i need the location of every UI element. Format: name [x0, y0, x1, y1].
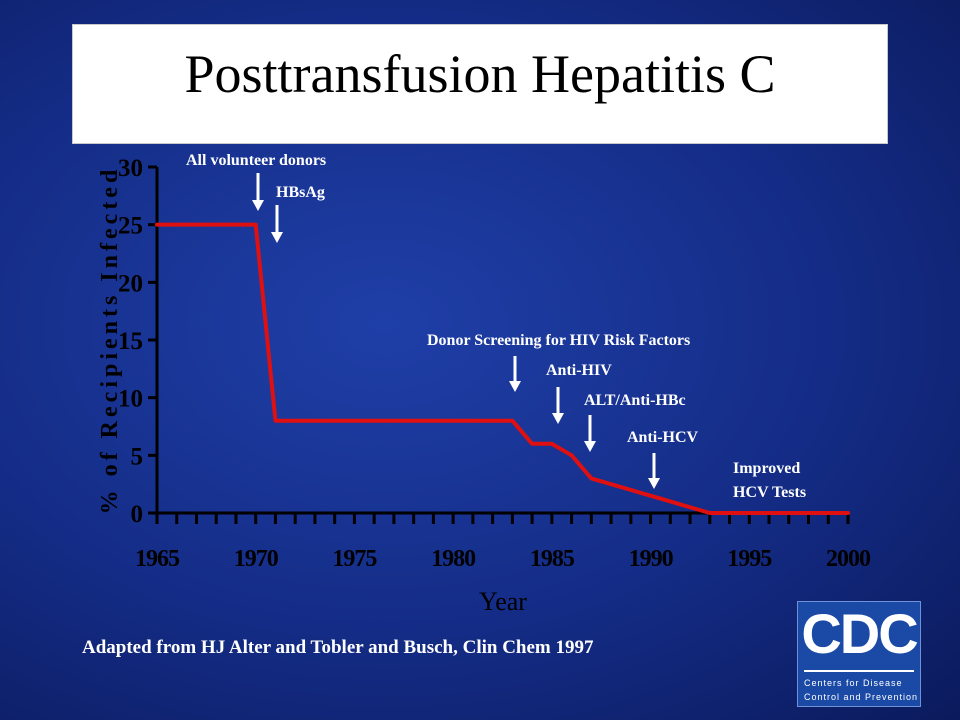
arrow-anti-hcv	[648, 453, 660, 489]
y-tick-label: 0	[131, 501, 144, 528]
arrow-head	[509, 381, 521, 392]
x-tick-label: 1995	[727, 546, 772, 572]
cdc-logo-rule	[804, 670, 914, 672]
annotation-improved-line1: Improved	[733, 460, 800, 477]
y-tick-label: 25	[118, 213, 143, 240]
arrow-all-volunteer-donors	[252, 173, 264, 211]
y-tick-label: 30	[118, 155, 143, 182]
x-tick-label: 1975	[332, 546, 377, 572]
arrow-head	[648, 478, 660, 489]
y-axis-label: % of Recipients Infected	[97, 166, 123, 515]
annotation-anti-hiv: Anti-HIV	[546, 362, 612, 379]
arrow-head	[271, 232, 283, 243]
cdc-logo-letters: CDC	[801, 602, 918, 665]
x-tick-label: 1970	[234, 546, 279, 572]
arrow-donor-screening-hiv	[509, 356, 521, 392]
cdc-logo: CDC Centers for Disease Control and Prev…	[797, 601, 921, 707]
annotation-alt-anti-hbc: ALT/Anti-HBc	[584, 392, 686, 409]
source-citation: Adapted from HJ Alter and Tobler and Bus…	[82, 637, 594, 658]
y-tick-label: 5	[131, 443, 144, 470]
y-tick-label: 15	[118, 328, 143, 355]
x-axis-label: Year	[479, 587, 527, 616]
annotation-donor-screening-hiv: Donor Screening for HIV Risk Factors	[427, 332, 690, 349]
arrow-head	[584, 441, 596, 452]
y-tick-label: 20	[118, 270, 143, 297]
arrow-anti-hiv	[552, 387, 564, 424]
annotation-all-volunteer-donors: All volunteer donors	[186, 152, 326, 169]
annotation-anti-hcv: Anti-HCV	[627, 429, 699, 446]
x-tick-label: 1980	[431, 546, 476, 572]
chart-annotations: All volunteer donors HBsAg Donor Screening…	[186, 152, 806, 501]
page-title: Posttransfusion Hepatitis C	[184, 44, 776, 104]
x-tick-label: 1965	[135, 546, 180, 572]
arrow-head	[252, 200, 264, 211]
series-line	[155, 222, 850, 515]
arrow-hbsag	[271, 205, 283, 243]
x-tick-label: 2000	[826, 546, 871, 572]
arrow-head	[552, 413, 564, 424]
annotation-improved-line2: HCV Tests	[733, 484, 806, 501]
x-tick-label: 1990	[629, 546, 674, 572]
title-box: Posttransfusion Hepatitis C	[72, 24, 888, 144]
arrow-alt-anti-hbc	[584, 415, 596, 452]
x-tick-label: 1985	[530, 546, 575, 572]
chart-ticks: 0 5 10 15 20 25 30 1965 1970 1975 1980 1985 1990 1995…	[118, 155, 872, 572]
y-tick-label: 10	[118, 386, 143, 413]
annotation-hbsag: HBsAg	[276, 184, 325, 201]
cdc-logo-line2: Control and Prevention	[804, 692, 919, 702]
cdc-logo-line1: Centers for Disease	[804, 678, 903, 688]
chart-series	[155, 222, 850, 515]
